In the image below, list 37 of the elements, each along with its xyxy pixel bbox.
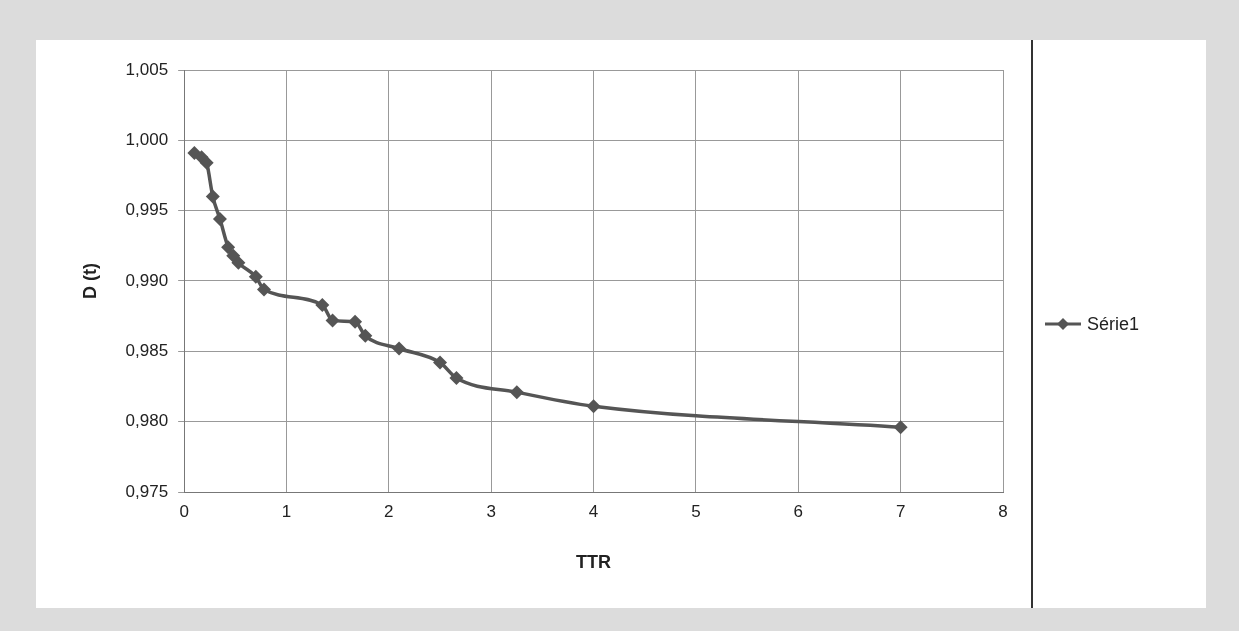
x-tick-label: 0	[179, 501, 189, 521]
x-tick-label: 4	[588, 501, 599, 521]
point	[392, 341, 407, 356]
x-tick-label: 6	[793, 501, 804, 521]
x-tick-label: 3	[486, 501, 496, 521]
point	[325, 313, 340, 328]
point	[433, 355, 448, 370]
x-tick-label: 8	[998, 501, 1008, 521]
point	[358, 328, 373, 343]
x-tick-label: 2	[384, 501, 394, 521]
y-tick-label: 1,000	[125, 130, 169, 150]
point	[256, 282, 271, 297]
y-axis-title: D (t)	[79, 263, 100, 299]
y-tick-label: 0,985	[125, 341, 169, 361]
point	[199, 155, 214, 170]
point	[221, 240, 236, 255]
point	[226, 248, 241, 263]
y-tick-label: 0,980	[125, 411, 169, 431]
legend-label: Série1	[1087, 313, 1140, 335]
x-tick-label: 7	[895, 501, 906, 521]
y-tick-label: 1,005	[125, 59, 169, 79]
y-tick-label: 0,990	[125, 270, 169, 290]
y-tick-label: 0,995	[125, 200, 169, 220]
point	[586, 399, 601, 414]
x-tick-label: 5	[691, 501, 701, 521]
point	[315, 297, 330, 312]
y-tick-label: 0,975	[125, 481, 169, 501]
point	[205, 189, 220, 204]
point	[348, 314, 363, 329]
point	[231, 255, 246, 270]
x-tick-label: 1	[281, 501, 292, 521]
x-axis-title: TTR	[576, 552, 612, 573]
point	[449, 371, 464, 386]
point	[212, 212, 227, 227]
point	[248, 269, 263, 284]
point	[509, 385, 524, 400]
point	[893, 420, 908, 435]
